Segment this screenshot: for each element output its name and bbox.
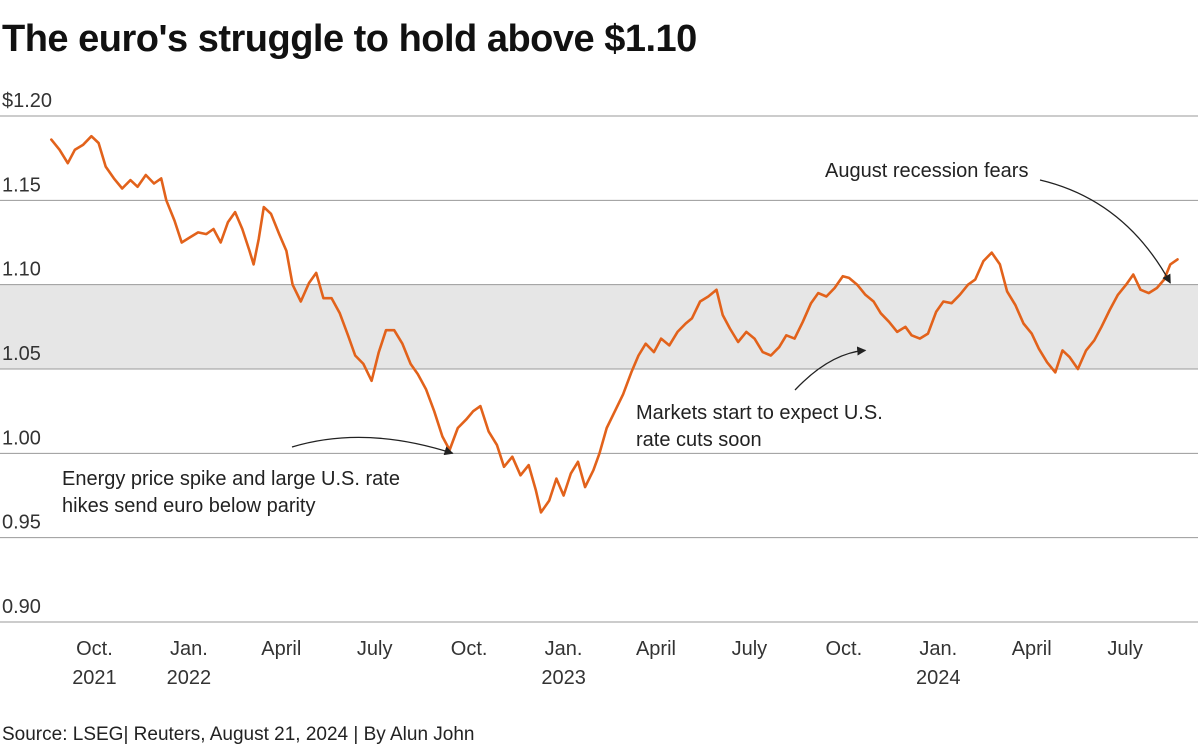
y-axis: $1.20 1.15 1.10 1.05 1.00 0.95 0.90 — [2, 90, 52, 618]
chart-title: The euro's struggle to hold above $1.10 — [2, 18, 697, 60]
x-tick-year-label: 2022 — [167, 667, 212, 689]
highlight-band-group — [0, 284, 1198, 369]
annotation-text-rate-cuts: Markets start to expect U.S. — [636, 402, 883, 424]
x-tick-label: Jan. — [170, 638, 208, 660]
y-tick-label: 1.10 — [2, 259, 41, 281]
y-tick-label: 1.05 — [2, 343, 41, 365]
series-group — [50, 134, 1179, 514]
x-tick-label: April — [261, 638, 301, 660]
annotation-text-rate-cuts: rate cuts soon — [636, 429, 762, 451]
x-tick-label: Oct. — [451, 638, 488, 660]
x-tick-label: Jan. — [545, 638, 583, 660]
y-tick-label: 0.95 — [2, 512, 41, 534]
highlight-band — [0, 284, 1198, 369]
x-tick-label: Oct. — [76, 638, 113, 660]
series-line — [50, 134, 1179, 514]
x-tick-year-label: 2021 — [72, 667, 117, 689]
y-tick-label: 1.15 — [2, 174, 41, 196]
x-tick-label: July — [1107, 638, 1143, 660]
annotation-arrow-rate-cuts — [794, 346, 867, 391]
x-axis: Oct. 2021 Jan. 2022 April July Oct. Jan. 2023 Apr… — [72, 638, 1143, 689]
annotations-group: Energy price spike and large U.S. rate hi… — [62, 160, 1171, 517]
y-tick-label: $1.20 — [2, 90, 52, 112]
source-credit: Source: LSEG| Reuters, August 21, 2024 |… — [2, 724, 475, 745]
x-tick-label: April — [1012, 638, 1052, 660]
x-tick-label: July — [732, 638, 768, 660]
annotation-arrow-energy — [291, 436, 454, 456]
y-tick-label: 0.90 — [2, 596, 41, 618]
x-tick-label: Jan. — [919, 638, 957, 660]
x-tick-label: April — [636, 638, 676, 660]
x-tick-label: July — [357, 638, 393, 660]
annotation-text-energy: hikes send euro below parity — [62, 495, 315, 517]
annotation-text-recession: August recession fears — [825, 160, 1028, 182]
y-tick-label: 1.00 — [2, 427, 41, 449]
annotation-arrow-recession — [1039, 179, 1171, 284]
gridlines-group — [0, 115, 1198, 623]
x-tick-year-label: 2023 — [541, 667, 586, 689]
x-tick-year-label: 2024 — [916, 667, 961, 689]
x-tick-label: Oct. — [825, 638, 862, 660]
annotation-text-energy: Energy price spike and large U.S. rate — [62, 468, 400, 490]
